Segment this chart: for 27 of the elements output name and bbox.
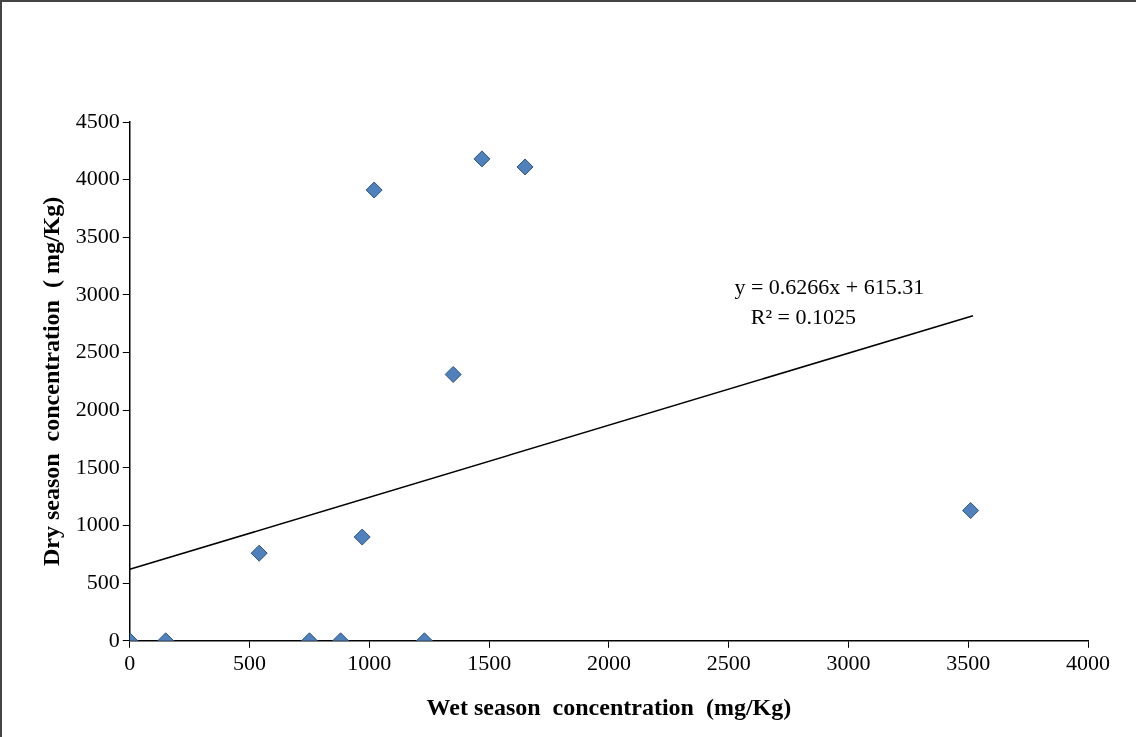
- x-tick-label: 2000: [586, 649, 631, 675]
- x-tick-label: 1500: [467, 649, 512, 675]
- y-axis-title: Dry season concentration ( mg/Kg): [37, 196, 64, 567]
- point: [365, 181, 383, 199]
- y-tick-label: 500: [86, 568, 120, 594]
- x-tick-label: 2500: [706, 649, 751, 675]
- x-tick-label: 4000: [1066, 649, 1110, 675]
- x-tick-label: 500: [233, 649, 267, 675]
- x-tick-label: 1000: [347, 649, 392, 675]
- y-tick-label: 4000: [75, 165, 120, 191]
- point: [516, 158, 534, 176]
- x-tick-label: 3500: [946, 649, 991, 675]
- y-tick-label: 1000: [75, 511, 120, 537]
- y-tick-label: 0: [108, 626, 120, 652]
- x-tick-label: 0: [124, 649, 136, 675]
- y-tick-label: 2500: [75, 338, 120, 364]
- point: [473, 150, 491, 168]
- y-tick-label: 3500: [75, 223, 120, 249]
- point: [444, 365, 462, 383]
- x-tick-label: 3000: [826, 649, 871, 675]
- y-tick-label: 1500: [75, 453, 120, 479]
- y-tick-label: 4500: [75, 107, 120, 133]
- y-tick-label: 2000: [75, 396, 120, 421]
- annotation: y = 0.6266x + 615.31: [734, 273, 925, 299]
- y-tick-label: 3000: [75, 280, 120, 306]
- annotation: R² = 0.1025: [750, 303, 857, 329]
- x-axis-title: Wet season concentration (mg/Kg): [426, 693, 792, 720]
